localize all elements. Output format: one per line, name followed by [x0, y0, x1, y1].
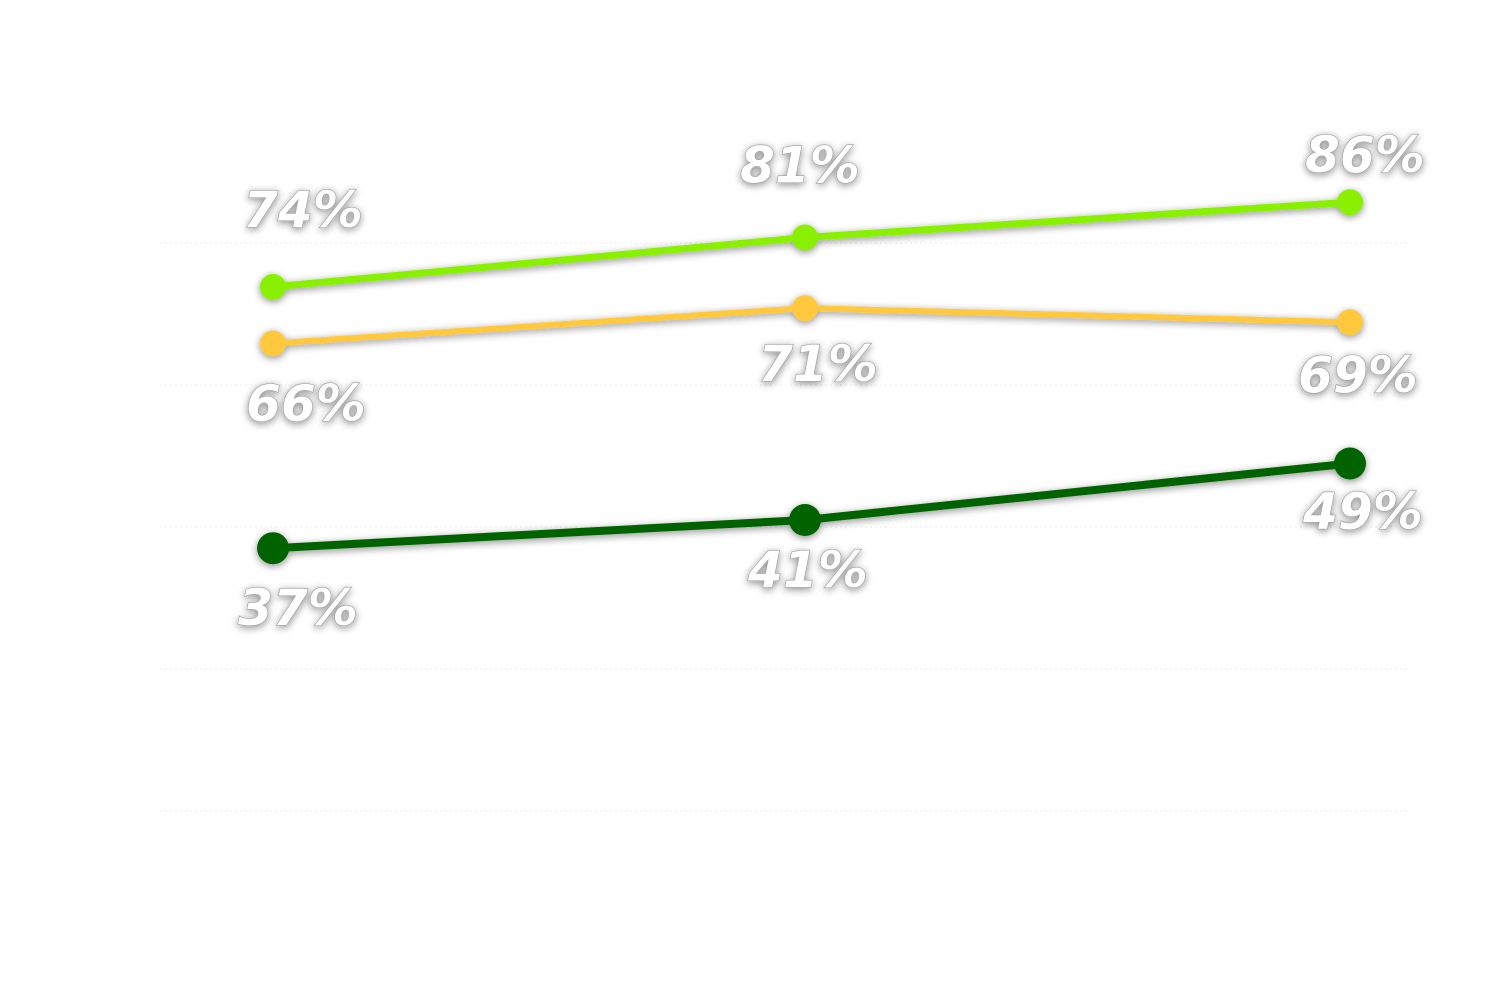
series-2-point-1	[260, 330, 286, 357]
data-label-s1-1: 74%	[243, 181, 363, 239]
data-labels: 74% 81% 86% 66% 71% 69% 37% 41% 49%	[238, 126, 1426, 638]
series-1	[260, 189, 1363, 300]
data-label-s3-3: 49%	[1302, 482, 1423, 540]
series-3-point-1	[257, 532, 289, 565]
data-label-s2-1: 66%	[246, 374, 366, 432]
series-3-point-3	[1334, 447, 1366, 480]
series-1-point-1	[260, 273, 286, 300]
series-1-point-3	[1337, 189, 1363, 216]
gridlines	[160, 242, 1410, 812]
series-3	[257, 447, 1366, 565]
series-group	[257, 189, 1366, 565]
data-label-s3-1: 37%	[238, 579, 358, 637]
data-label-s1-3: 86%	[1305, 126, 1425, 184]
data-label-s3-2: 41%	[747, 541, 868, 599]
data-label-s2-2: 71%	[758, 335, 878, 393]
series-1-point-2	[792, 224, 818, 251]
data-label-s2-3: 69%	[1298, 346, 1418, 404]
series-3-point-2	[789, 504, 821, 536]
series-2	[260, 295, 1363, 357]
series-2-point-3	[1337, 309, 1363, 336]
series-2-point-2	[792, 295, 818, 322]
data-label-s1-2: 81%	[740, 136, 860, 194]
